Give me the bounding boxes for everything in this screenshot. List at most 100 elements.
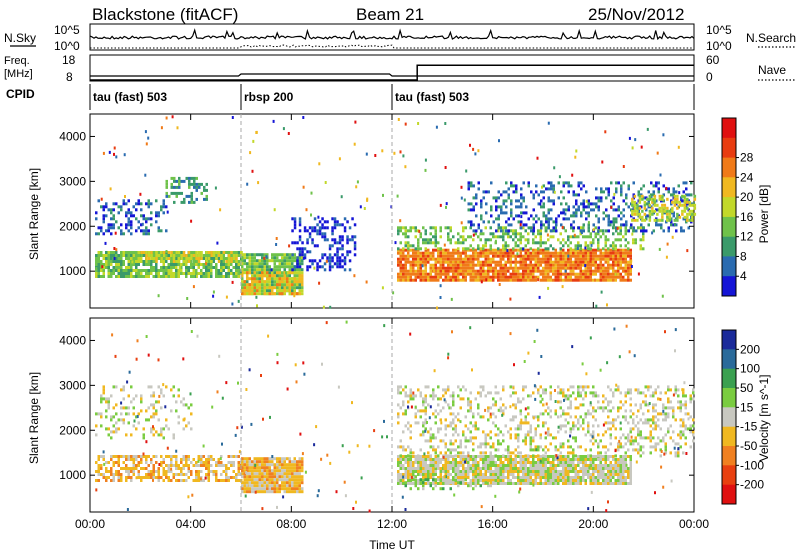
data-cell bbox=[482, 263, 485, 267]
data-cell bbox=[562, 184, 565, 188]
data-cell bbox=[424, 464, 427, 467]
data-cell bbox=[102, 217, 105, 221]
data-cell bbox=[418, 229, 421, 233]
data-cell bbox=[167, 467, 170, 470]
data-cell bbox=[500, 229, 503, 233]
data-cell bbox=[175, 257, 178, 260]
data-cell bbox=[534, 464, 537, 467]
data-cell bbox=[474, 263, 477, 267]
data-cell bbox=[622, 266, 625, 270]
data-cell bbox=[281, 262, 284, 266]
data-cell bbox=[522, 263, 525, 267]
data-cell bbox=[614, 251, 617, 255]
data-cell bbox=[542, 458, 545, 461]
data-cell bbox=[442, 482, 445, 485]
data-cell bbox=[637, 190, 640, 194]
data-cell bbox=[266, 289, 269, 293]
data-cell bbox=[215, 476, 218, 479]
data-cell bbox=[175, 275, 178, 278]
data-cell bbox=[549, 257, 552, 261]
data-cell bbox=[397, 229, 400, 233]
data-cell bbox=[607, 464, 610, 467]
data-cell bbox=[203, 185, 206, 189]
data-cell bbox=[599, 229, 602, 233]
data-cell bbox=[482, 272, 485, 276]
data-cell bbox=[522, 266, 525, 270]
data-cell bbox=[472, 229, 475, 233]
data-cell bbox=[519, 235, 522, 239]
data-cell bbox=[537, 193, 540, 197]
data-cell bbox=[587, 247, 590, 251]
data-cell bbox=[507, 187, 510, 191]
data-cell bbox=[479, 275, 482, 279]
data-cell bbox=[258, 292, 261, 296]
data-cell bbox=[514, 260, 517, 264]
data-cell bbox=[552, 476, 555, 479]
data-cell bbox=[268, 481, 271, 485]
data-cell bbox=[494, 479, 497, 482]
data-cell bbox=[535, 220, 538, 224]
data-cell bbox=[409, 278, 412, 282]
data-cell bbox=[469, 143, 471, 147]
data-cell bbox=[497, 470, 500, 473]
data-cell bbox=[562, 208, 565, 212]
data-cell bbox=[291, 265, 294, 269]
data-cell bbox=[404, 470, 407, 473]
data-cell bbox=[670, 202, 673, 206]
data-cell bbox=[652, 198, 655, 202]
data-cell bbox=[120, 205, 123, 209]
data-cell bbox=[328, 247, 332, 251]
data-cell bbox=[447, 278, 450, 282]
data-cell bbox=[607, 220, 610, 224]
data-cell bbox=[490, 208, 493, 212]
data-cell bbox=[328, 256, 332, 260]
data-cell bbox=[562, 254, 565, 258]
data-cell bbox=[614, 247, 617, 251]
data-cell bbox=[402, 482, 405, 485]
data-cell bbox=[690, 220, 693, 224]
data-cell bbox=[559, 241, 562, 245]
data-cell bbox=[467, 269, 470, 273]
data-cell bbox=[680, 199, 683, 203]
data-cell bbox=[100, 269, 103, 272]
data-cell bbox=[427, 470, 430, 473]
data-cell bbox=[597, 254, 600, 258]
data-cell bbox=[195, 185, 198, 189]
data-cell bbox=[288, 490, 291, 494]
data-cell bbox=[147, 229, 150, 233]
data-cell bbox=[639, 226, 642, 230]
data-cell bbox=[582, 260, 585, 264]
data-cell bbox=[609, 266, 612, 270]
data-cell bbox=[296, 256, 299, 260]
data-cell bbox=[246, 481, 249, 485]
data-cell bbox=[454, 275, 457, 279]
data-cell bbox=[432, 458, 435, 461]
data-cell bbox=[175, 269, 178, 272]
data-cell bbox=[203, 197, 206, 201]
data-cell bbox=[424, 257, 427, 261]
data-cell bbox=[434, 238, 437, 242]
data-cell bbox=[232, 266, 235, 269]
data-cell bbox=[97, 473, 100, 476]
data-cell bbox=[331, 217, 334, 221]
data-cell bbox=[539, 263, 542, 267]
data-cell bbox=[544, 247, 547, 251]
data-cell bbox=[220, 464, 223, 467]
data-cell bbox=[462, 260, 465, 264]
data-cell bbox=[514, 257, 517, 261]
data-cell bbox=[572, 479, 575, 482]
data-cell bbox=[547, 247, 550, 251]
data-cell bbox=[397, 251, 400, 255]
data-cell bbox=[251, 463, 254, 467]
data-cell bbox=[333, 241, 337, 245]
data-cell bbox=[484, 241, 487, 245]
data-cell bbox=[673, 218, 677, 222]
data-cell bbox=[624, 244, 627, 248]
data-cell bbox=[457, 266, 460, 270]
data-cell bbox=[155, 470, 158, 473]
data-cell bbox=[497, 278, 500, 282]
data-cell bbox=[288, 268, 291, 272]
data-cell bbox=[504, 251, 507, 255]
data-cell bbox=[246, 457, 249, 461]
data-cell bbox=[619, 229, 622, 233]
